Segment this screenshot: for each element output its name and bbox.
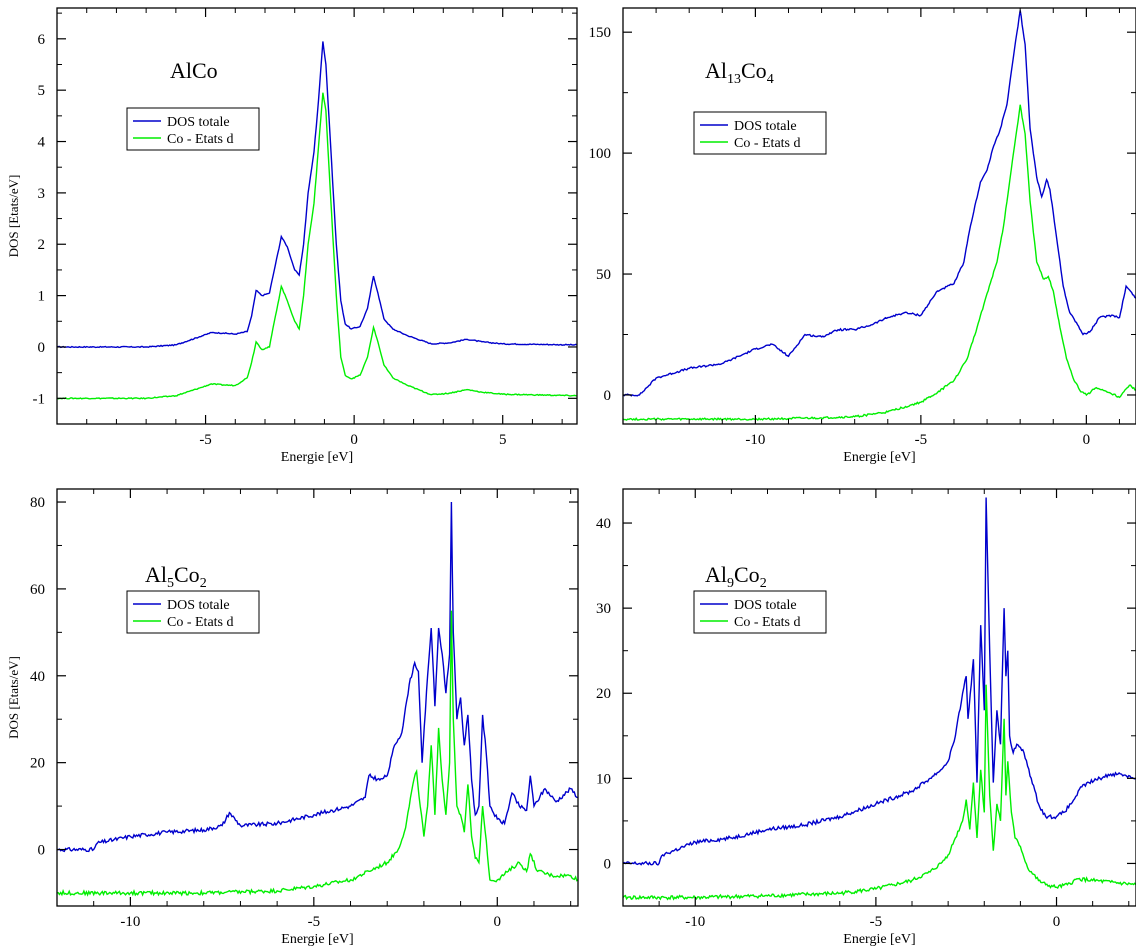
legend-label: DOS totale: [734, 119, 797, 134]
y-tick-label: 80: [30, 495, 45, 511]
plot-frame: [622, 488, 1136, 907]
chart-title-subscript: 13: [727, 72, 741, 87]
y-tick-label: 20: [30, 756, 45, 772]
y-tick-label: 20: [596, 686, 611, 702]
chart-title: Al9Co2: [705, 562, 767, 591]
series-line-co-etats-d: [57, 610, 578, 897]
y-tick-label: 10: [596, 771, 611, 787]
chart-title-part: Al: [705, 562, 727, 587]
x-axis-label: Energie [eV]: [281, 450, 353, 465]
chart-title: Al5Co2: [145, 562, 207, 591]
legend-box: [126, 107, 260, 151]
y-tick-label: 40: [30, 669, 45, 685]
y-tick-label: 4: [38, 135, 46, 151]
y-tick-label: 0: [38, 340, 46, 356]
chart-panel-2: -10 -5 0 0 50 100 150 Energie [eV] Al13Co4 DOS to…: [589, 7, 1136, 465]
y-tick-label: 40: [596, 516, 611, 532]
x-axis-label: Energie [eV]: [843, 932, 915, 947]
chart-title: Al13Co4: [705, 58, 774, 87]
y-tick-label: 100: [589, 146, 612, 162]
series-line-co-etats-d: [57, 92, 577, 400]
y-tick-label: 5: [38, 83, 46, 99]
x-tick-label: -5: [915, 432, 928, 448]
y-tick-label: -1: [33, 391, 46, 407]
plot-frame: [56, 7, 578, 425]
chart-panel-1: -5 0 5 -1 0 1 2 3 4 5 6 Energie [eV] DOS [Etats/eV] A…: [6, 7, 578, 465]
series-line-dos-totale: [57, 41, 577, 349]
legend-box: [126, 590, 260, 634]
legend-label: DOS totale: [167, 115, 230, 130]
chart-title-part: Co: [174, 562, 200, 587]
series-line-dos-totale: [57, 501, 578, 853]
legend-box: [693, 111, 827, 155]
y-tick-label: 1: [38, 289, 46, 305]
y-tick-label: 3: [38, 186, 46, 202]
legend-label: Co - Etats d: [167, 615, 234, 630]
plot-frame: [56, 488, 579, 907]
chart-title-part: AlCo: [170, 58, 218, 83]
x-tick-label: -5: [199, 432, 212, 448]
x-tick-label: -10: [120, 914, 140, 930]
y-tick-label: 0: [604, 388, 612, 404]
series-line-dos-totale: [623, 497, 1136, 866]
legend: DOS totale Co - Etats d: [126, 107, 260, 151]
chart-title-subscript: 5: [167, 576, 174, 591]
legend: DOS totale Co - Etats d: [126, 590, 260, 634]
legend-label: Co - Etats d: [734, 615, 801, 630]
chart-panel-3: -10 -5 0 0 20 40 60 80 Energie [eV] DOS [Etats/eV…: [6, 488, 579, 947]
chart-title-part: Al: [705, 58, 727, 83]
series-line-co-etats-d: [623, 684, 1136, 901]
x-tick-label: 0: [350, 432, 358, 448]
x-tick-label: -5: [870, 914, 883, 930]
legend-box: [693, 590, 827, 634]
legend: DOS totale Co - Etats d: [693, 590, 827, 634]
legend-label: Co - Etats d: [734, 136, 801, 151]
y-axis-label: DOS [Etats/eV]: [6, 175, 21, 258]
chart-title-subscript: 4: [767, 72, 774, 87]
chart-title-subscript: 9: [727, 576, 734, 591]
y-tick-label: 0: [38, 843, 46, 859]
chart-title-part: Co: [741, 58, 767, 83]
x-tick-label: -10: [685, 914, 705, 930]
legend-label: DOS totale: [167, 598, 230, 613]
chart-title-part: Al: [145, 562, 167, 587]
chart-title-subscript: 2: [200, 576, 207, 591]
plot-frame: [622, 7, 1136, 425]
x-tick-label: 0: [1053, 914, 1061, 930]
y-tick-label: 60: [30, 582, 45, 598]
y-axis-label: DOS [Etats/eV]: [6, 656, 21, 739]
y-tick-label: 150: [589, 25, 612, 41]
y-tick-label: 0: [604, 856, 612, 872]
x-axis-label: Energie [eV]: [843, 450, 915, 465]
y-tick-label: 2: [38, 237, 46, 253]
y-tick-label: 30: [596, 601, 611, 617]
x-tick-label: -10: [745, 432, 765, 448]
legend-label: DOS totale: [734, 598, 797, 613]
legend: DOS totale Co - Etats d: [693, 111, 827, 155]
x-tick-label: 0: [1083, 432, 1091, 448]
x-tick-label: -5: [308, 914, 321, 930]
chart-title-part: Co: [734, 562, 760, 587]
legend-label: Co - Etats d: [167, 132, 234, 147]
series-line-dos-totale: [623, 10, 1136, 397]
y-tick-label: 50: [596, 267, 611, 283]
chart-title-subscript: 2: [760, 576, 767, 591]
x-axis-label: Energie [eV]: [281, 932, 353, 947]
x-tick-label: 0: [494, 914, 502, 930]
y-tick-label: 6: [38, 32, 46, 48]
chart-title: AlCo: [170, 58, 218, 83]
x-tick-label: 5: [499, 432, 507, 448]
series-line-co-etats-d: [623, 104, 1136, 422]
